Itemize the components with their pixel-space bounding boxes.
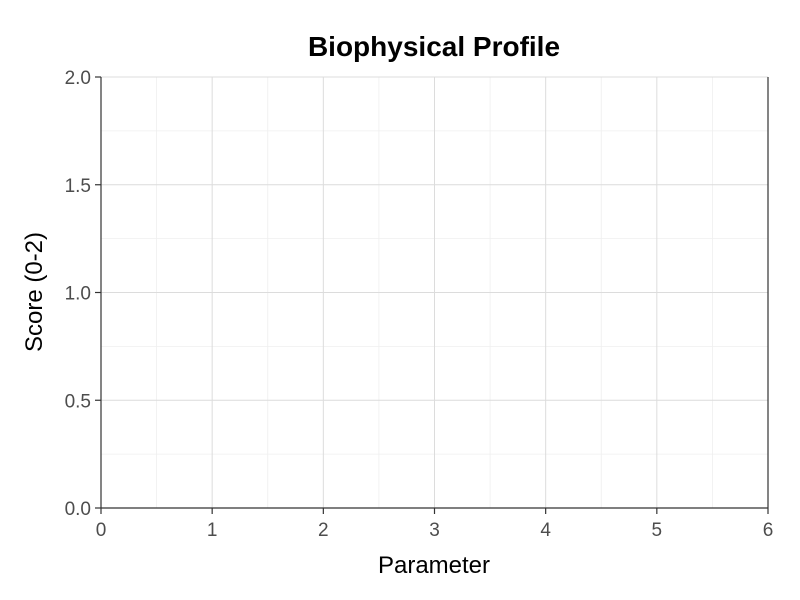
y-tick-label: 0.0 (65, 499, 91, 520)
x-tick-label: 2 (318, 520, 329, 541)
y-tick-label: 2.0 (65, 68, 91, 89)
x-tick-label: 3 (429, 520, 440, 541)
x-tick-label: 5 (652, 520, 663, 541)
y-axis-label: Score (0-2) (21, 232, 48, 352)
y-tick-label: 1.0 (65, 284, 91, 305)
grid-layer (100, 76, 769, 509)
x-tick-label: 1 (207, 520, 218, 541)
y-tick-label: 0.5 (65, 391, 91, 412)
x-tick-label: 6 (763, 520, 774, 541)
x-axis-label: Parameter (378, 552, 490, 579)
y-tick-label: 1.5 (65, 176, 91, 197)
ticks-layer: 0 1 2 3 4 5 6 0.0 0.5 1.0 1.5 2.0 (65, 68, 774, 541)
chart-title: Biophysical Profile (308, 31, 560, 62)
x-tick-label: 4 (540, 520, 551, 541)
x-tick-label: 0 (96, 520, 107, 541)
